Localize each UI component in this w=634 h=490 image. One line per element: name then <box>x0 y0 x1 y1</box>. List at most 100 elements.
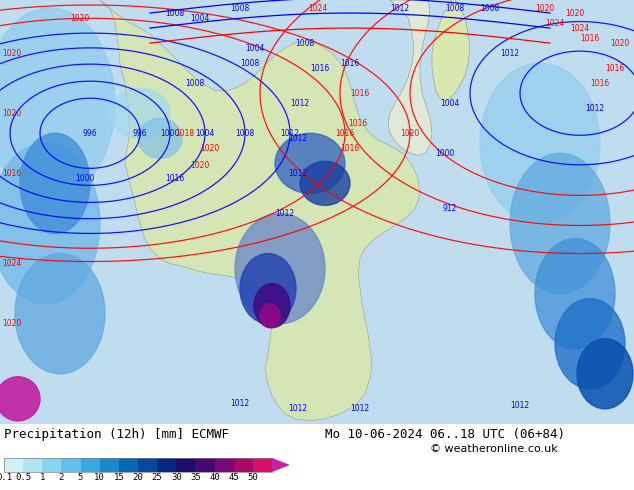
Text: 1000: 1000 <box>436 149 455 158</box>
Text: 1016: 1016 <box>605 64 624 73</box>
Text: 1024: 1024 <box>571 24 590 32</box>
Bar <box>61 458 81 472</box>
Text: 996: 996 <box>82 129 97 138</box>
Polygon shape <box>388 0 432 155</box>
Text: 1020: 1020 <box>200 144 219 153</box>
Text: 45: 45 <box>228 473 239 483</box>
Text: 1008: 1008 <box>445 3 465 13</box>
Text: 1008: 1008 <box>235 129 255 138</box>
Text: 1012: 1012 <box>288 134 307 143</box>
Text: 1008: 1008 <box>481 3 500 13</box>
Text: 1: 1 <box>39 473 45 483</box>
Text: 1012: 1012 <box>351 404 370 414</box>
Bar <box>234 458 253 472</box>
Text: 1020: 1020 <box>3 319 22 328</box>
Text: 1024: 1024 <box>545 19 565 27</box>
Ellipse shape <box>15 253 105 374</box>
Text: © weatheronline.co.uk: © weatheronline.co.uk <box>430 444 558 454</box>
Text: 1016: 1016 <box>340 59 359 68</box>
Ellipse shape <box>138 118 182 158</box>
Text: Mo 10-06-2024 06..18 UTC (06+84): Mo 10-06-2024 06..18 UTC (06+84) <box>325 428 565 441</box>
Text: 1008: 1008 <box>230 3 250 13</box>
Text: 1020: 1020 <box>535 3 555 13</box>
Text: 20: 20 <box>133 473 143 483</box>
Bar <box>176 458 195 472</box>
Text: 1008: 1008 <box>240 59 260 68</box>
Text: 1004: 1004 <box>245 44 264 52</box>
Text: 1020: 1020 <box>401 129 420 138</box>
Polygon shape <box>100 0 420 421</box>
Text: 1020: 1020 <box>611 39 630 48</box>
Text: 1012: 1012 <box>230 399 250 408</box>
Bar <box>100 458 119 472</box>
Text: 1016: 1016 <box>165 174 184 183</box>
Text: 1012: 1012 <box>510 401 529 410</box>
Ellipse shape <box>0 143 100 304</box>
Ellipse shape <box>20 133 90 233</box>
Text: 25: 25 <box>152 473 162 483</box>
Text: 1020: 1020 <box>3 109 22 118</box>
Text: 50: 50 <box>247 473 258 483</box>
Text: 5: 5 <box>78 473 83 483</box>
Ellipse shape <box>240 253 296 324</box>
Bar <box>253 458 272 472</box>
Text: 1016: 1016 <box>340 144 359 153</box>
Text: 1016: 1016 <box>311 64 330 73</box>
Text: 1012: 1012 <box>391 3 410 13</box>
Text: 1018: 1018 <box>176 129 195 138</box>
Text: 1020: 1020 <box>566 8 585 18</box>
Bar <box>157 458 176 472</box>
Text: 1024: 1024 <box>308 3 328 13</box>
Bar <box>119 458 138 472</box>
Text: 1012: 1012 <box>500 49 519 58</box>
Ellipse shape <box>275 133 345 194</box>
Text: 1016: 1016 <box>351 89 370 98</box>
Text: 15: 15 <box>113 473 124 483</box>
Text: 1004: 1004 <box>190 14 210 23</box>
Text: 2: 2 <box>59 473 64 483</box>
Ellipse shape <box>535 239 615 349</box>
Bar <box>23 458 42 472</box>
Text: 1020: 1020 <box>190 161 210 170</box>
Ellipse shape <box>300 161 350 205</box>
Text: 1008: 1008 <box>185 79 205 88</box>
Text: 40: 40 <box>209 473 220 483</box>
Text: 1012: 1012 <box>585 104 605 113</box>
Bar <box>42 458 61 472</box>
Text: 35: 35 <box>190 473 201 483</box>
Ellipse shape <box>480 63 600 223</box>
Text: 1008: 1008 <box>165 8 184 18</box>
Text: 1012: 1012 <box>288 169 307 178</box>
Bar <box>195 458 214 472</box>
Text: 1012: 1012 <box>280 129 299 138</box>
Text: 0.5: 0.5 <box>15 473 31 483</box>
Ellipse shape <box>577 339 633 409</box>
Polygon shape <box>432 0 470 101</box>
Ellipse shape <box>555 298 625 389</box>
Ellipse shape <box>260 304 280 328</box>
Ellipse shape <box>110 88 170 138</box>
Bar <box>214 458 234 472</box>
Text: 1016: 1016 <box>3 169 22 178</box>
Text: 1016: 1016 <box>580 34 600 43</box>
Text: 10: 10 <box>94 473 105 483</box>
Text: 1004: 1004 <box>440 98 460 108</box>
Polygon shape <box>272 458 290 472</box>
Text: 0.1: 0.1 <box>0 473 12 483</box>
Text: 1000: 1000 <box>75 174 94 183</box>
Text: 1012: 1012 <box>275 209 295 218</box>
Text: 1012: 1012 <box>290 98 309 108</box>
Bar <box>4 458 23 472</box>
Text: 1008: 1008 <box>295 39 314 48</box>
Ellipse shape <box>254 284 290 328</box>
Text: 1020: 1020 <box>3 49 22 58</box>
Text: Precipitation (12h) [mm] ECMWF: Precipitation (12h) [mm] ECMWF <box>4 428 229 441</box>
Text: 912: 912 <box>443 204 457 213</box>
Text: 30: 30 <box>171 473 182 483</box>
Text: 1016: 1016 <box>335 129 354 138</box>
Text: 1024: 1024 <box>3 259 22 268</box>
Text: 1016: 1016 <box>348 119 368 128</box>
Bar <box>4 458 272 472</box>
Text: 1004: 1004 <box>195 129 215 138</box>
Ellipse shape <box>0 8 115 198</box>
